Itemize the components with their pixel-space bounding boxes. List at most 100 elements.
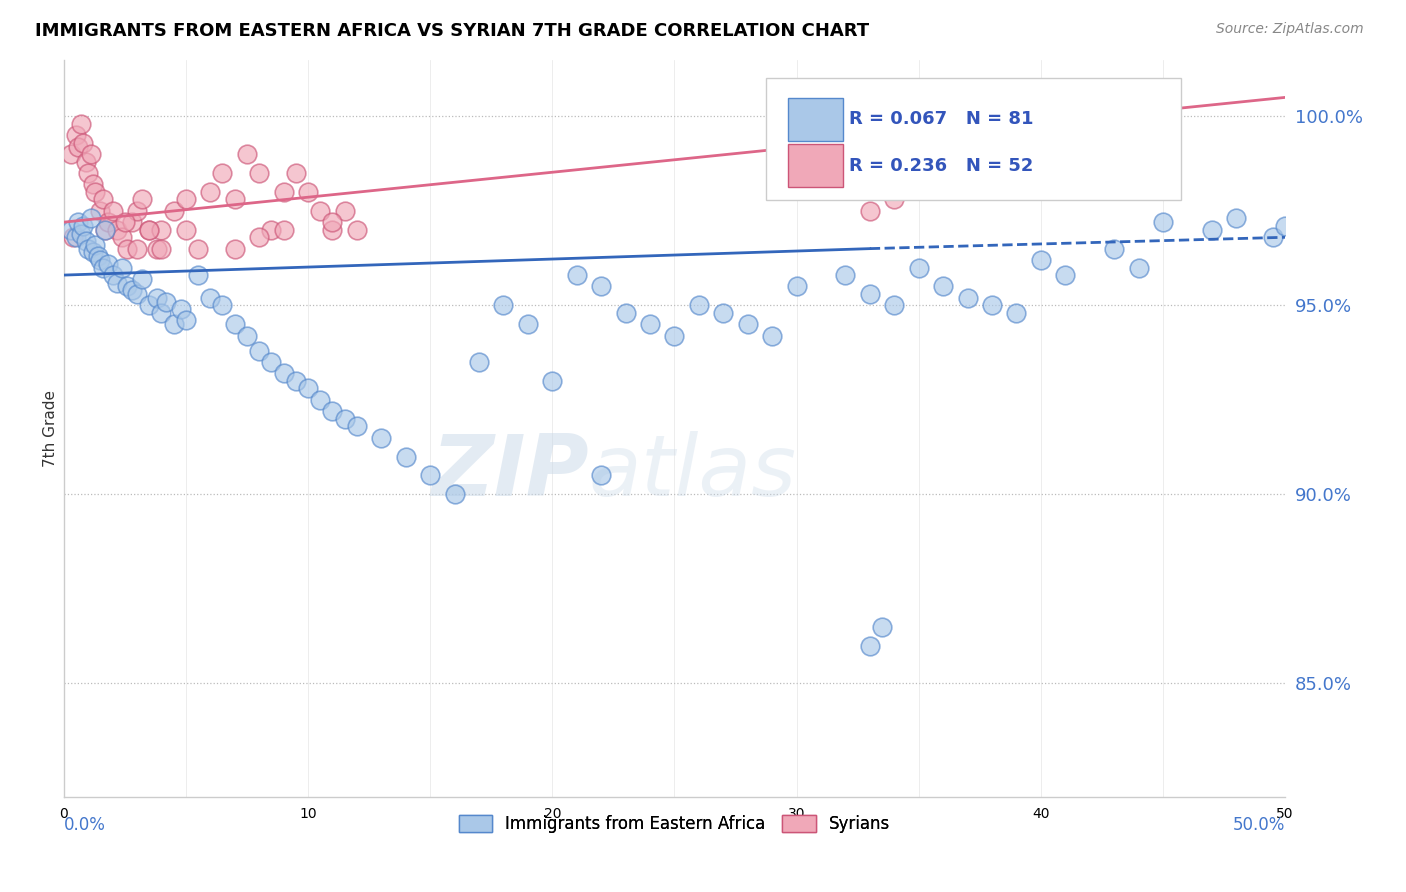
Point	[187, 242, 209, 256]
Point	[97, 215, 120, 229]
Point	[111, 230, 134, 244]
Point	[138, 223, 160, 237]
Point	[321, 215, 343, 229]
Point	[309, 392, 332, 407]
Point	[145, 242, 167, 256]
Point	[200, 185, 222, 199]
Point	[591, 468, 613, 483]
Point	[150, 242, 173, 256]
Point	[111, 260, 134, 275]
Point	[236, 147, 259, 161]
Text: atlas: atlas	[589, 431, 797, 514]
Point	[94, 223, 117, 237]
Point	[883, 193, 905, 207]
Point	[273, 185, 295, 199]
Point	[284, 166, 307, 180]
Text: R = 0.236   N = 52: R = 0.236 N = 52	[849, 157, 1033, 175]
Point	[1274, 219, 1296, 233]
Legend: Immigrants from Eastern Africa, Syrians: Immigrants from Eastern Africa, Syrians	[451, 808, 897, 840]
Point	[170, 302, 193, 317]
Point	[155, 294, 177, 309]
Point	[150, 223, 173, 237]
Point	[79, 147, 101, 161]
Point	[174, 223, 197, 237]
Point	[541, 374, 564, 388]
Point	[107, 223, 129, 237]
Point	[786, 279, 808, 293]
Point	[138, 223, 160, 237]
Y-axis label: 7th Grade: 7th Grade	[44, 390, 58, 467]
Point	[67, 215, 90, 229]
Point	[89, 203, 111, 218]
Point	[211, 298, 233, 312]
Point	[79, 211, 101, 226]
FancyBboxPatch shape	[787, 98, 844, 141]
Text: IMMIGRANTS FROM EASTERN AFRICA VS SYRIAN 7TH GRADE CORRELATION CHART: IMMIGRANTS FROM EASTERN AFRICA VS SYRIAN…	[35, 22, 869, 40]
Text: 50.0%: 50.0%	[1233, 815, 1285, 834]
Point	[77, 166, 100, 180]
Point	[211, 166, 233, 180]
Point	[492, 298, 515, 312]
Text: Source: ZipAtlas.com: Source: ZipAtlas.com	[1216, 22, 1364, 37]
Point	[333, 203, 356, 218]
Point	[516, 317, 538, 331]
Point	[224, 317, 246, 331]
Point	[60, 147, 83, 161]
Point	[859, 203, 882, 218]
Point	[614, 306, 637, 320]
Point	[138, 298, 160, 312]
Point	[1054, 268, 1077, 282]
Point	[87, 249, 110, 263]
Point	[333, 411, 356, 425]
Point	[69, 227, 91, 241]
Point	[65, 128, 87, 143]
Point	[84, 185, 107, 199]
Point	[97, 257, 120, 271]
Point	[346, 419, 368, 434]
Point	[60, 223, 83, 237]
Point	[1128, 260, 1150, 275]
Point	[1102, 242, 1125, 256]
Point	[125, 203, 148, 218]
Point	[309, 203, 332, 218]
Point	[247, 166, 270, 180]
Point	[346, 223, 368, 237]
Point	[224, 242, 246, 256]
Point	[247, 230, 270, 244]
Point	[236, 328, 259, 343]
Point	[114, 215, 136, 229]
Point	[395, 450, 418, 464]
Point	[82, 178, 104, 192]
Text: 0.0%: 0.0%	[63, 815, 105, 834]
Point	[883, 298, 905, 312]
Point	[859, 639, 882, 653]
Point	[711, 306, 734, 320]
Point	[443, 487, 465, 501]
Point	[297, 185, 319, 199]
Point	[1029, 252, 1052, 267]
Point	[72, 219, 94, 233]
Point	[150, 306, 173, 320]
Point	[260, 355, 283, 369]
Point	[638, 317, 661, 331]
Point	[200, 291, 222, 305]
Point	[72, 136, 94, 150]
Point	[131, 272, 153, 286]
Point	[737, 317, 759, 331]
Point	[162, 317, 184, 331]
Point	[284, 374, 307, 388]
FancyBboxPatch shape	[766, 78, 1181, 200]
Text: R = 0.067   N = 81: R = 0.067 N = 81	[849, 111, 1033, 128]
Point	[89, 252, 111, 267]
Point	[321, 404, 343, 418]
Point	[65, 230, 87, 244]
Point	[91, 260, 114, 275]
Point	[247, 343, 270, 358]
Point	[131, 193, 153, 207]
Point	[121, 283, 143, 297]
Point	[162, 203, 184, 218]
Point	[565, 268, 588, 282]
Point	[273, 367, 295, 381]
Point	[260, 223, 283, 237]
Point	[273, 223, 295, 237]
